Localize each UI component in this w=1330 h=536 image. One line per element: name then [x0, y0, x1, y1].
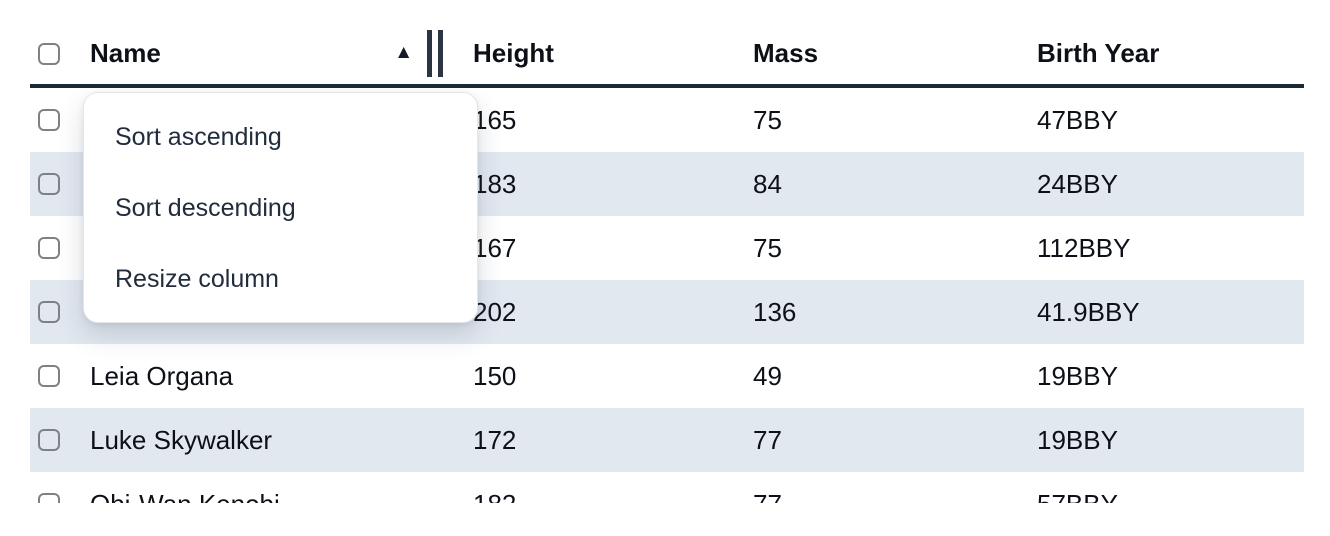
cell-height: 172 — [473, 424, 517, 455]
cell-name: Obi-Wan Kenobi — [90, 489, 473, 504]
column-context-menu: Sort ascending Sort descending Resize co… — [83, 92, 478, 323]
row-select-checkbox[interactable] — [38, 237, 60, 259]
menu-item-sort-descending[interactable]: Sort descending — [115, 194, 296, 222]
cell-height: 182 — [473, 489, 753, 504]
column-header-birth-year[interactable]: Birth Year — [1037, 38, 1304, 69]
column-label-birth-year: Birth Year — [1037, 38, 1160, 68]
cell-mass: 77 — [753, 424, 782, 455]
row-select-checkbox[interactable] — [38, 365, 60, 387]
cell-name: Leia Organa — [90, 360, 234, 391]
cell-name: Luke Skywalker — [90, 424, 273, 455]
cell-mass: 49 — [753, 360, 782, 391]
context-menu-items: Sort ascending Sort descending Resize co… — [84, 102, 477, 315]
cell-mass: 75 — [753, 232, 782, 263]
row-select-checkbox[interactable] — [38, 173, 60, 195]
row-checkbox-cell — [30, 365, 90, 387]
column-header-name[interactable]: Name ▲ — [90, 23, 473, 84]
cell-birth-year: 19BBY — [1037, 424, 1118, 455]
row-select-checkbox[interactable] — [38, 493, 60, 503]
table-row: Luke Skywalker 172 77 19BBY — [30, 408, 1304, 472]
table-row: 167 75 112BBY — [30, 216, 1304, 280]
column-label-name: Name — [90, 38, 161, 68]
row-checkbox-cell — [30, 173, 90, 195]
cell-mass: 84 — [753, 168, 782, 199]
cell-height: 150 — [473, 360, 517, 391]
cell-mass: 77 — [753, 489, 1037, 504]
cell-birth-year: 41.9BBY — [1037, 296, 1140, 327]
row-select-checkbox[interactable] — [38, 429, 60, 451]
row-checkbox-cell — [30, 429, 90, 451]
column-resize-handle[interactable] — [427, 30, 443, 77]
menu-item-resize-column[interactable]: Resize column — [115, 265, 279, 293]
column-label-mass: Mass — [753, 38, 819, 68]
sort-ascending-icon: ▲ — [394, 42, 413, 63]
column-label-height: Height — [473, 38, 554, 68]
row-select-checkbox[interactable] — [38, 301, 60, 323]
cell-mass: 75 — [753, 104, 782, 135]
table-row: 165 75 47BBY — [30, 88, 1304, 152]
table-header-row: Name ▲ Height Mass Birth Year — [30, 23, 1304, 88]
table-row: Obi-Wan Kenobi 182 77 57BBY — [30, 472, 1304, 503]
cell-height: 165 — [473, 104, 517, 135]
cell-birth-year: 24BBY — [1037, 168, 1118, 199]
table-row: Leia Organa 150 49 19BBY — [30, 344, 1304, 408]
cell-birth-year: 112BBY — [1037, 232, 1131, 263]
row-checkbox-cell — [30, 301, 90, 323]
menu-item-sort-ascending[interactable]: Sort ascending — [115, 123, 282, 151]
select-all-cell — [30, 42, 90, 65]
row-checkbox-cell — [30, 109, 90, 131]
cell-mass: 136 — [753, 296, 797, 327]
row-checkbox-cell — [30, 493, 90, 503]
cell-height: 202 — [473, 296, 517, 327]
cell-birth-year: 57BBY — [1037, 489, 1304, 504]
row-select-checkbox[interactable] — [38, 109, 60, 131]
column-header-height[interactable]: Height — [473, 38, 753, 69]
cell-birth-year: 19BBY — [1037, 360, 1118, 391]
column-header-mass[interactable]: Mass — [753, 38, 1037, 69]
cell-height: 183 — [473, 168, 517, 199]
row-checkbox-cell — [30, 237, 90, 259]
cell-birth-year: 47BBY — [1037, 104, 1118, 135]
select-all-checkbox[interactable] — [38, 42, 60, 65]
cell-height: 167 — [473, 232, 517, 263]
